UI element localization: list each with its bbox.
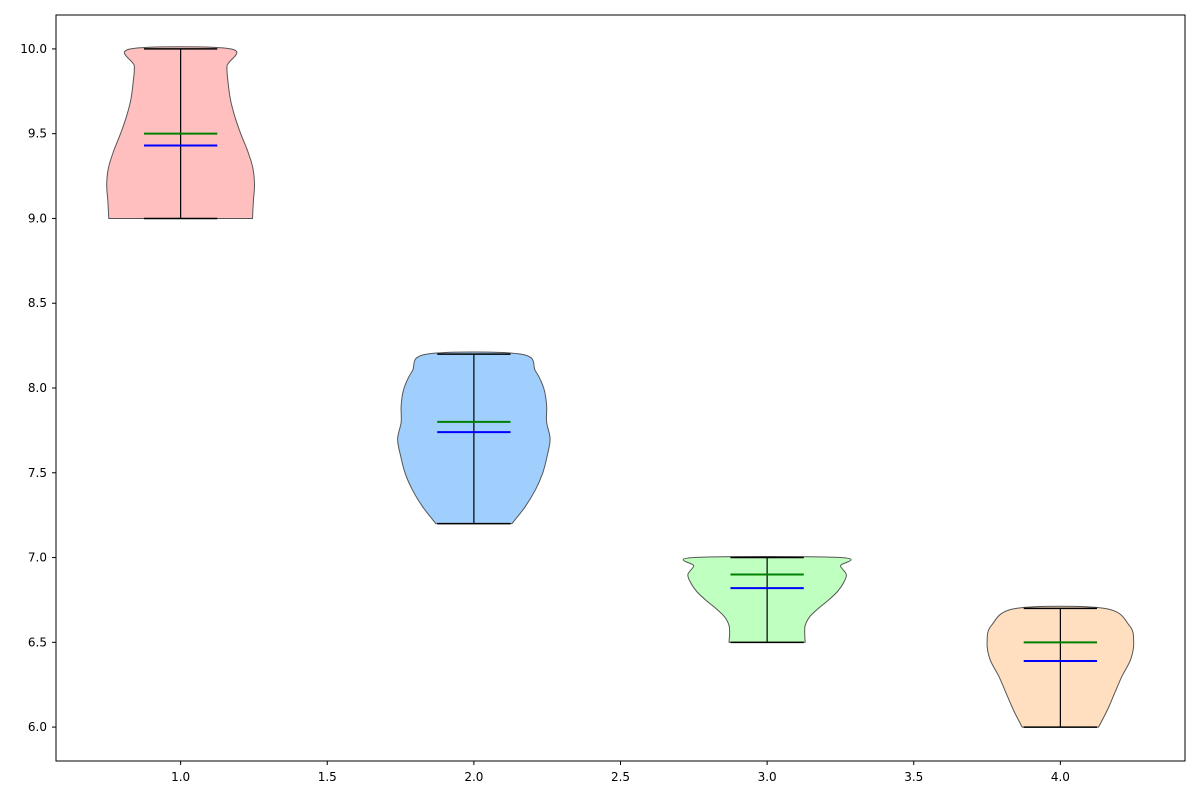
axes: 1.0 1.5 2.0 2.5 3.0 3.5 4.0 6.0 6.5 7.0 7.5 8.0 8.5 9… — [20, 14, 1186, 784]
x-tick-label: 1.5 — [318, 770, 337, 784]
x-tick-label: 4.0 — [1051, 770, 1070, 784]
y-tick-label: 8.5 — [28, 296, 47, 310]
y-tick-label: 6.5 — [28, 635, 47, 649]
y-tick-label: 9.5 — [28, 127, 47, 141]
x-tick-label: 2.5 — [611, 770, 630, 784]
y-tick-label: 7.0 — [28, 551, 47, 565]
x-tick-label: 3.0 — [758, 770, 777, 784]
y-tick-label: 7.5 — [28, 466, 47, 480]
x-tick-label: 3.5 — [904, 770, 923, 784]
plot-area — [106, 46, 1135, 728]
y-tick-label: 10.0 — [20, 42, 47, 56]
x-tick-label: 2.0 — [464, 770, 483, 784]
y-tick-label: 9.0 — [28, 211, 47, 225]
y-tick-label: 8.0 — [28, 381, 47, 395]
y-tick-label: 6.0 — [28, 720, 47, 734]
x-tick-label: 1.0 — [171, 770, 190, 784]
